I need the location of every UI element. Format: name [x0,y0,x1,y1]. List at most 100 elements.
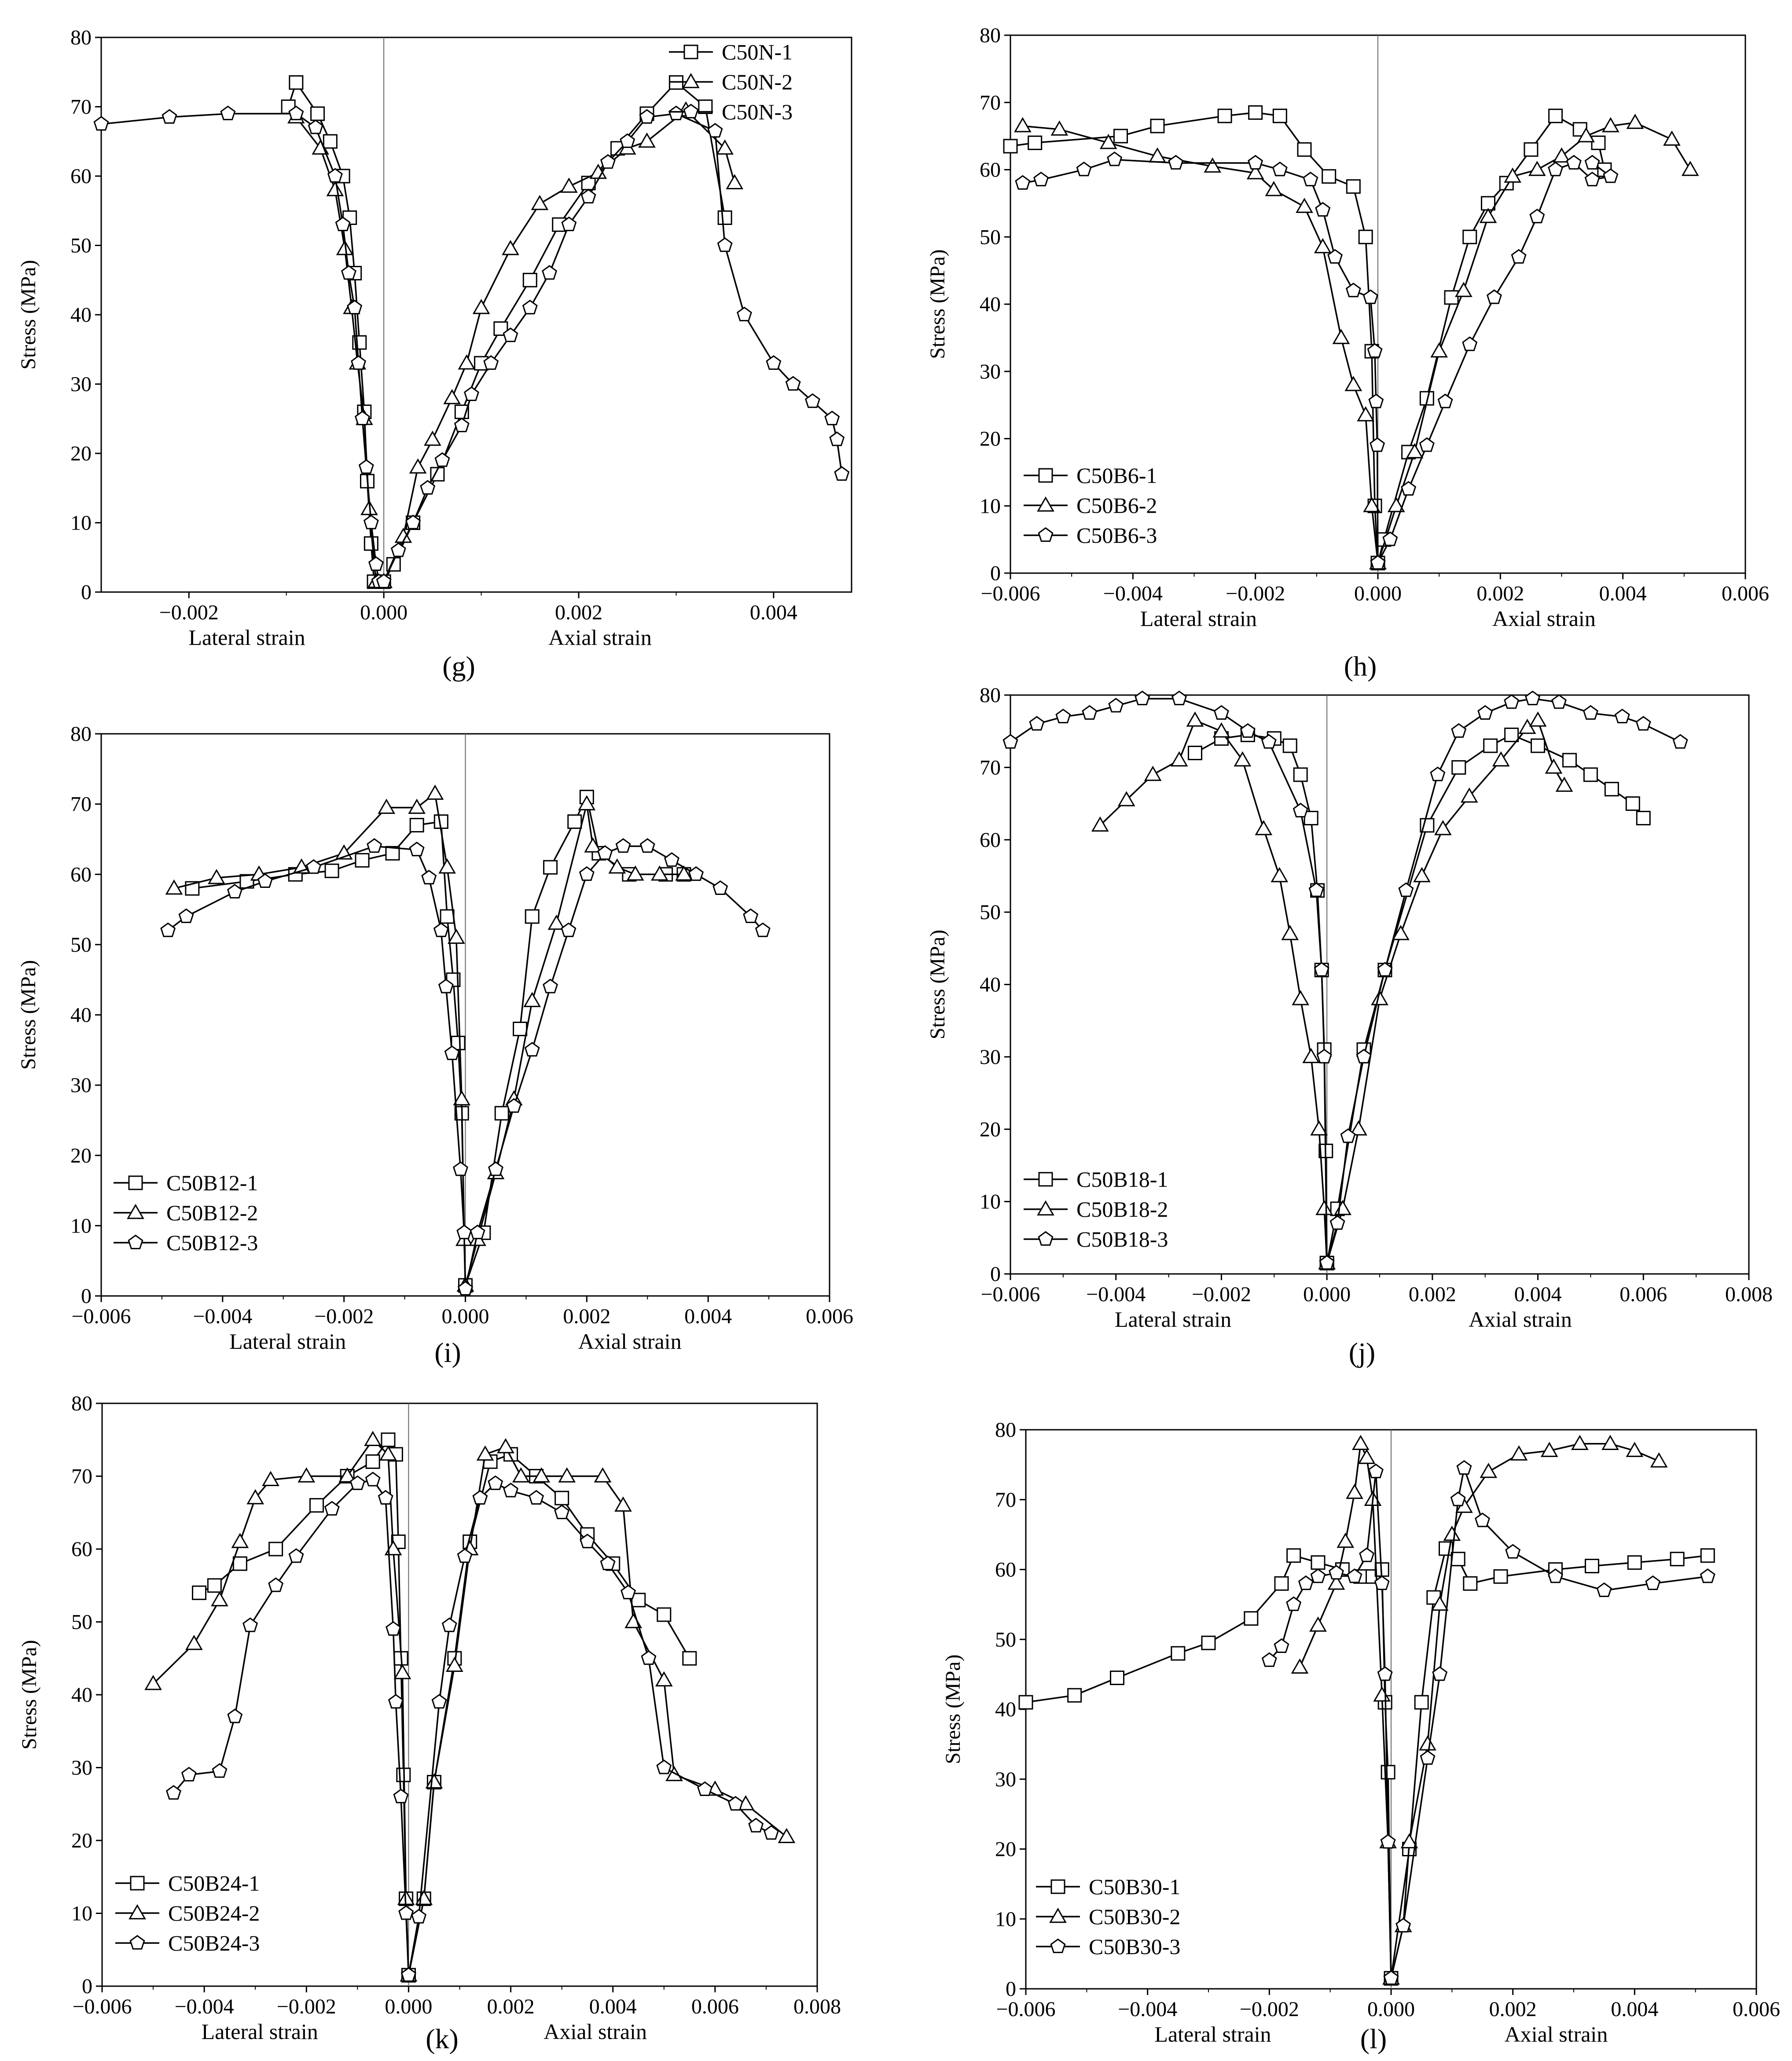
series-C50B18-3 [1002,690,1688,1270]
x-tick-label: 0.002 [1409,1283,1456,1306]
data-point [390,542,406,557]
x-tick-label: −0.006 [980,582,1040,605]
data-point [1255,820,1273,835]
series-C50B30-1 [1018,1541,1715,1986]
x-tick-label: −0.002 [277,1995,336,2018]
chart-g: 0 10 20 30 40 50 60 70 80 −0.002 0.000 0.002 0.004 St… [17,26,852,682]
data-point [1635,716,1651,731]
curve-axial [383,109,735,582]
data-point [1380,1834,1396,1849]
series-C50B24-2 [144,1431,796,1982]
data-point [597,845,613,860]
x-tick-label: 0.002 [563,1305,610,1328]
data-point [494,1106,509,1121]
data-point [365,1454,380,1469]
data-point [560,177,578,193]
data-point [1110,1671,1124,1686]
data-point [347,299,363,315]
data-point [1510,1445,1528,1461]
data-point [257,873,273,888]
data-point [1144,766,1162,781]
data-point [1545,758,1563,774]
data-point [641,1650,657,1665]
data-point [600,154,616,169]
data-point [1382,531,1398,546]
y-tick-label: 40 [995,1698,1016,1721]
data-point [1308,882,1324,897]
data-point [524,1042,540,1057]
data-point [1347,1568,1362,1583]
data-point [712,880,728,895]
data-point [580,188,596,204]
data-point [1274,1576,1289,1591]
data-point [1344,376,1362,391]
data-point [398,1905,414,1920]
x-tick-label: −0.004 [193,1305,252,1328]
data-point [434,452,450,467]
data-point [1645,1575,1661,1590]
data-point [1462,229,1477,244]
data-point [1314,962,1329,977]
data-point [1584,155,1600,170]
data-point [532,1467,551,1483]
data-point [579,866,595,881]
x-tick-label: 0.008 [793,1995,841,2018]
y-axis-label: Stress (MPa) [17,260,40,369]
data-point [1304,810,1318,825]
data-point [1531,738,1546,753]
data-point [1370,555,1386,570]
curve-axial [1390,1465,1708,1979]
data-point [1261,1652,1277,1667]
data-point [1381,1765,1395,1780]
data-point [424,431,441,446]
data-point [1566,155,1582,170]
data-point [639,838,655,853]
curve-lateral [1022,158,1379,563]
data-point [1406,443,1424,459]
data-point [246,1489,264,1505]
data-point [1188,746,1202,760]
data-point [594,1467,612,1483]
data-point [1493,1569,1508,1584]
data-point [1345,283,1361,298]
data-point [1018,1695,1033,1710]
x-tick-label: −0.004 [1118,1998,1177,2021]
data-point [1204,157,1222,173]
curve-axial [383,81,726,582]
data-point [1432,1666,1448,1681]
legend-label: C50B12-2 [166,1200,258,1225]
legend-label: C50B18-1 [1076,1167,1168,1192]
x-tick-label: 0.000 [360,601,408,624]
data-point [1135,690,1150,706]
data-point [1395,1917,1411,1932]
curve-lateral [1268,1472,1392,1979]
data-point [289,75,304,90]
x-tick-label: −0.002 [159,601,219,624]
data-point [1571,1435,1589,1450]
data-point [1583,767,1598,782]
chart-h: 0 10 20 30 40 50 60 70 80 −0.006 −0.004 −0.002 0.000… [926,24,1769,682]
data-point [208,869,225,884]
data-point [1327,1574,1345,1590]
data-point [1248,105,1263,120]
x-axis-label-lateral: Lateral strain [1115,1307,1231,1332]
data-point [458,1281,473,1295]
data-point [308,119,323,134]
data-point [523,992,541,1007]
x-axis-label-lateral: Lateral strain [229,1329,346,1354]
legend: C50N-1 C50N-2 C50N-3 [669,40,793,124]
data-point [1456,1460,1472,1475]
data-point [1322,169,1337,184]
chart-k: 0 10 20 30 40 50 60 70 80 −0.006 −0.004 −0.002 0.000… [18,1392,841,2054]
data-point [160,922,176,937]
legend: C50B12-1 C50B12-2 C50B12-3 [114,1170,258,1255]
data-point [716,139,734,155]
y-tick-label: 40 [70,303,92,327]
data-point [1286,1596,1302,1611]
data-point [1450,1491,1466,1506]
legend-marker [683,103,699,118]
y-tick-label: 20 [980,427,1001,451]
x-tick-label: 0.004 [750,601,797,624]
y-tick-label: 20 [980,1118,1001,1141]
data-point [1477,705,1493,720]
